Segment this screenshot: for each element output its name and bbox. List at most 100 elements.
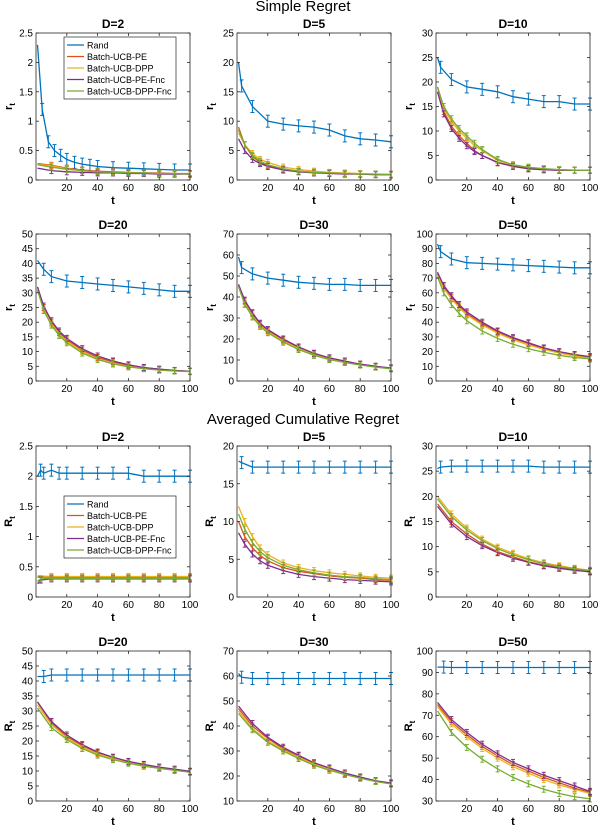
x-tick-label: 40: [492, 183, 504, 194]
y-tick-label: 0: [427, 593, 433, 604]
plot-frame: [236, 32, 392, 181]
y-tick-label: 40: [422, 775, 434, 786]
plot-frame: [35, 445, 191, 598]
series-line-batch-ucb-pe: [436, 704, 591, 794]
legend-entry: Batch-UCB-PE-Fnc: [87, 75, 166, 85]
x-tick-label: 60: [324, 600, 336, 611]
y-tick-label: 5: [228, 146, 234, 157]
y-tick-label: 60: [422, 288, 434, 299]
series-line-rand: [36, 44, 190, 171]
y-axis-label-subscript: t: [209, 720, 218, 723]
series-line-rand: [237, 256, 391, 287]
y-tick-label: 2: [27, 472, 33, 483]
y-axis-label-subscript: t: [408, 516, 417, 519]
x-tick-label: 60: [523, 384, 535, 395]
y-axis-label: rt: [403, 103, 417, 110]
y-tick-label: 0: [27, 593, 33, 604]
y-tick-label: 30: [22, 707, 34, 718]
x-tick-label: 20: [262, 183, 274, 194]
y-tick-label: 1.5: [19, 87, 33, 98]
y-tick-label: 90: [422, 668, 434, 679]
y-tick-label: 20: [223, 442, 235, 453]
y-tick-label: 20: [22, 737, 34, 748]
y-axis-label: rt: [403, 304, 417, 311]
x-tick-label: 40: [293, 384, 305, 395]
y-tick-label: 15: [422, 102, 434, 113]
y-tick-label: 0: [427, 176, 433, 187]
chart-title: D=5: [303, 430, 326, 444]
legend-entry: Batch-UCB-PE-Fnc: [87, 534, 166, 544]
series-line-rand: [238, 460, 391, 468]
legend-entry: Batch-UCB-DPP-Fnc: [87, 87, 172, 97]
x-tick-label: 20: [461, 600, 473, 611]
x-tick-label: 20: [61, 804, 73, 815]
y-tick-label: 30: [22, 288, 34, 299]
y-tick-label: 20: [422, 492, 434, 503]
y-tick-label: 10: [223, 797, 235, 808]
y-tick-label: 30: [422, 797, 434, 808]
y-tick-label: 25: [22, 303, 34, 314]
chart-title: D=20: [98, 218, 127, 232]
y-tick-label: 20: [422, 78, 434, 89]
series-line-batch-ucb-pe: [436, 86, 590, 171]
y-axis-label: Rt: [3, 720, 17, 731]
series-line-rand: [237, 673, 391, 680]
y-tick-label: 10: [422, 127, 434, 138]
y-tick-label: 0: [228, 593, 234, 604]
y-tick-label: 1: [27, 532, 33, 543]
series-line-batch-ucb-pe-fnc: [436, 91, 590, 171]
y-tick-label: 5: [27, 782, 33, 793]
y-tick-label: 60: [223, 672, 235, 683]
y-axis-label: rt: [3, 103, 17, 110]
y-axis-label: Rt: [3, 516, 17, 527]
x-axis-label: t: [111, 612, 115, 624]
plot-frame: [435, 650, 591, 802]
x-axis-label: t: [312, 195, 316, 207]
y-tick-label: 40: [422, 318, 434, 329]
y-tick-label: 10: [22, 347, 34, 358]
y-tick-label: 30: [223, 314, 235, 325]
series-line-rand: [36, 260, 190, 292]
y-tick-label: 80: [422, 259, 434, 270]
x-tick-label: 100: [582, 804, 599, 815]
y-tick-label: 0.5: [19, 562, 33, 573]
x-tick-label: 80: [355, 183, 367, 194]
y-tick-label: 50: [223, 697, 235, 708]
x-tick-label: 100: [582, 183, 599, 194]
x-tick-label: 20: [61, 384, 73, 395]
y-axis-label: Rt: [204, 720, 218, 731]
x-tick-label: 60: [324, 183, 336, 194]
x-axis-label: t: [111, 195, 115, 207]
y-tick-label: 30: [422, 442, 434, 453]
chart-title: D=30: [299, 218, 328, 232]
y-tick-label: 40: [223, 722, 235, 733]
x-tick-label: 20: [262, 600, 274, 611]
x-tick-label: 40: [92, 600, 104, 611]
series-line-batch-ucb-dpp-fnc: [436, 86, 590, 171]
chart-title: D=10: [498, 430, 527, 444]
y-tick-label: 100: [416, 647, 433, 658]
x-tick-label: 20: [461, 804, 473, 815]
x-tick-label: 40: [492, 804, 504, 815]
y-tick-label: 25: [223, 29, 235, 40]
legend-entry: Batch-UCB-DPP: [87, 64, 154, 74]
y-axis-label-subscript: t: [209, 304, 218, 307]
chart-panel-1: D=220 40 60 80 10000.511.522.5trtRandBatch-U…: [3, 17, 199, 207]
y-tick-label: 25: [422, 53, 434, 64]
x-tick-label: 20: [61, 183, 73, 194]
y-tick-label: 10: [422, 362, 434, 373]
plot-frame: [35, 32, 191, 181]
y-tick-label: 60: [223, 251, 235, 262]
x-axis-label: t: [312, 396, 316, 408]
y-tick-label: 30: [422, 332, 434, 343]
y-tick-label: 15: [223, 479, 235, 490]
x-tick-label: 20: [262, 804, 274, 815]
x-tick-label: 60: [523, 183, 535, 194]
x-tick-label: 100: [383, 600, 400, 611]
x-tick-label: 60: [123, 183, 135, 194]
chart-title: D=2: [102, 17, 125, 31]
